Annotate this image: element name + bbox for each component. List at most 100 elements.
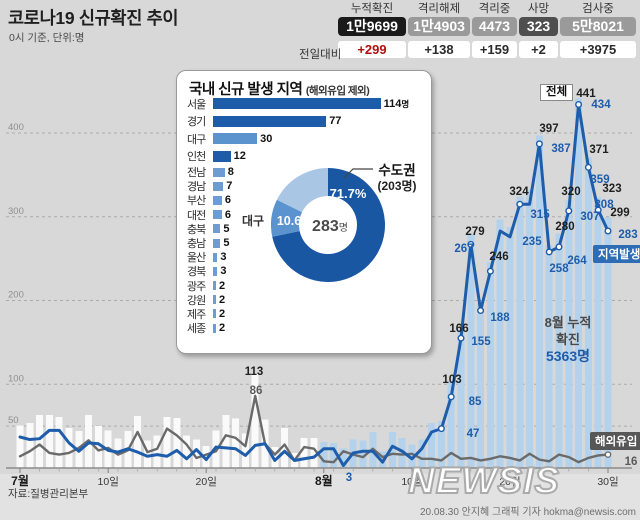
daily-total-bar [163, 416, 171, 468]
x-tick-label: 20일 [196, 475, 217, 488]
value-label-total: 324 [509, 186, 529, 198]
region-value: 2 [219, 322, 226, 335]
series-label-local: 지역발생 [593, 245, 640, 263]
region-name: 경북 [187, 266, 206, 279]
region-row-강원: 강원 2 [187, 293, 427, 307]
value-label-local: 307 [580, 211, 599, 223]
prev-day-label: 전일대비 [299, 49, 342, 61]
series-label-total: 전체 [540, 84, 574, 101]
daily-total-bar [153, 435, 161, 468]
daily-total-bar [134, 416, 142, 468]
value-label-local: 283 [618, 229, 637, 241]
region-value: 114명 [383, 97, 410, 110]
value-label-total: 299 [610, 207, 629, 219]
stat-검사중: 검사중 5만8021 +3975 [560, 2, 636, 58]
value-label-local: 434 [591, 99, 611, 111]
region-value: 3 [220, 251, 227, 264]
value-label-local: 3 [346, 472, 352, 484]
region-row-서울: 서울 114명 [187, 95, 427, 113]
region-row-전남: 전남 8 [187, 165, 427, 179]
y-tick-label: 100 [8, 373, 24, 384]
local-point-dot [584, 163, 592, 171]
region-bar [213, 115, 327, 127]
region-name: 대전 [187, 209, 206, 222]
region-name: 울산 [187, 252, 206, 265]
daily-total-bar [55, 416, 63, 468]
value-label-local: 258 [549, 263, 569, 275]
region-row-경남: 경남 7 [187, 179, 427, 193]
region-row-대구: 대구 30 [187, 130, 427, 148]
value-label-imported: 86 [250, 385, 263, 397]
daily-total-bar [447, 381, 455, 468]
daily-total-bar [339, 448, 347, 468]
region-bar [213, 150, 231, 162]
region-value: 5 [223, 222, 230, 235]
daily-total-bar [555, 233, 563, 468]
stat-label: 격리중 [478, 3, 511, 15]
daily-total-bar [359, 440, 367, 468]
august-note-line2: 확진 [556, 332, 580, 347]
daily-total-bar [506, 226, 514, 468]
region-row-경북: 경북 3 [187, 264, 427, 278]
region-name: 제주 [187, 308, 206, 321]
local-point-dot [447, 393, 455, 401]
region-bar [213, 195, 222, 205]
daily-total-bar [143, 440, 151, 468]
local-point-dot [575, 101, 583, 109]
daily-total-bar [16, 425, 24, 468]
daily-total-bar [604, 217, 612, 468]
daily-total-bar [320, 442, 328, 468]
region-row-울산: 울산 3 [187, 250, 427, 264]
value-label-total: 323 [602, 183, 621, 195]
inset-title-text: 국내 신규 발생 지역 [189, 82, 303, 98]
daily-total-bar [222, 415, 230, 468]
stat-change-pill: +299 [338, 41, 406, 58]
stat-label: 격리해제 [417, 3, 461, 15]
stat-value-badge: 4473 [472, 17, 517, 36]
local-point-dot [457, 334, 465, 342]
region-bar [213, 210, 222, 220]
region-bar [213, 224, 221, 234]
daily-total-bar [310, 437, 318, 468]
daily-total-bar [467, 234, 475, 468]
daily-total-bar [437, 421, 445, 468]
stat-격리중: 격리중 4473 +159 [472, 2, 517, 58]
region-name: 대구 [187, 133, 206, 146]
august-note-value: 5363명 [545, 348, 591, 364]
daily-total-bar [594, 197, 602, 469]
local-line [18, 103, 610, 467]
region-value: 6 [224, 194, 231, 207]
daily-total-bar [251, 373, 259, 468]
stat-value-badge: 1만4903 [408, 17, 470, 36]
daily-total-bar [477, 303, 485, 468]
x-tick-label: 20일 [499, 475, 520, 488]
imported-line [18, 394, 610, 464]
stat-value-badge: 323 [519, 17, 558, 36]
region-row-충남: 충남 5 [187, 236, 427, 250]
value-label-imported: 16 [625, 456, 638, 468]
local-point-dot [516, 200, 524, 208]
local-point-dot [477, 307, 485, 315]
stat-격리해제: 격리해제 1만4903 +138 [408, 2, 470, 58]
august-cumulative-note: 8월 누적 확진 5363명 [518, 314, 618, 365]
inset-title: 국내 신규 발생 지역 (해외유입 제외) [189, 78, 370, 99]
region-value: 2 [219, 279, 226, 292]
value-label-local: 264 [567, 255, 587, 267]
daily-total-bar [575, 98, 583, 468]
region-inset-panel: 국내 신규 발생 지역 (해외유입 제외) 서울 114명 경기 77 대구 30 인천 12… [176, 70, 432, 354]
value-label-total: 246 [489, 251, 508, 263]
region-bar-list: 서울 114명 경기 77 대구 30 인천 12 전남 8 경남 7 부산 6 대전 6 충북 5 충남 5 울산 3 경… [187, 95, 427, 335]
value-label-total: 166 [449, 323, 468, 335]
x-tick-label: 30일 [597, 475, 618, 488]
stat-label: 사망 [527, 3, 550, 15]
daily-total-bar [486, 261, 494, 468]
daily-total-bar [418, 439, 426, 468]
region-name: 충남 [187, 238, 206, 251]
region-name: 광주 [187, 280, 206, 293]
region-row-충북: 충북 5 [187, 222, 427, 236]
stat-사망: 사망 323 +2 [519, 2, 558, 58]
value-label-local: 188 [490, 312, 510, 324]
value-label-local: 315 [530, 209, 550, 221]
